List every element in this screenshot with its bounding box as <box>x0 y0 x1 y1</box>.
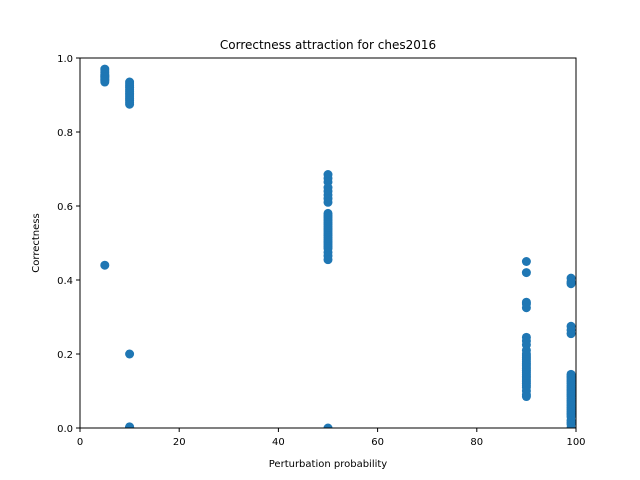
plot-frame <box>79 57 577 429</box>
x-tick-label: 20 <box>173 437 186 448</box>
data-point <box>521 257 531 266</box>
x-axis-label: Perturbation probability <box>269 459 388 470</box>
data-point <box>566 329 576 339</box>
y-tick-label: 1.0 <box>57 54 73 65</box>
y-tick-label: 0.8 <box>57 128 73 139</box>
data-point <box>323 423 333 428</box>
data-point <box>100 77 110 87</box>
data-point <box>521 303 531 313</box>
data-point <box>323 197 333 207</box>
x-tick-label: 80 <box>470 437 483 448</box>
data-point <box>521 268 531 278</box>
y-axis-ticks: 0.0 0.2 0.4 0.6 0.8 1.0 <box>57 54 80 435</box>
x-tick-label: 60 <box>371 437 384 448</box>
x-tick-label: 40 <box>272 437 285 448</box>
data-point <box>566 279 576 289</box>
y-axis-label: Correctness <box>31 213 42 272</box>
data-point <box>125 99 135 109</box>
y-tick-label: 0.6 <box>57 202 73 213</box>
data-point <box>125 423 135 428</box>
data-point <box>566 423 576 428</box>
data-point <box>125 349 135 359</box>
data-point <box>100 260 110 270</box>
y-tick-label: 0.4 <box>57 276 73 287</box>
x-tick-label: 0 <box>77 437 83 448</box>
x-axis-ticks: 0 20 40 60 80 100 <box>77 428 586 448</box>
x-tick-label: 100 <box>566 437 585 448</box>
y-tick-label: 0.2 <box>57 350 73 361</box>
data-points <box>100 64 576 428</box>
y-tick-label: 0.0 <box>57 424 73 435</box>
chart-title: Correctness attraction for ches2016 <box>220 38 436 52</box>
data-point <box>521 392 531 402</box>
data-point <box>323 255 333 265</box>
